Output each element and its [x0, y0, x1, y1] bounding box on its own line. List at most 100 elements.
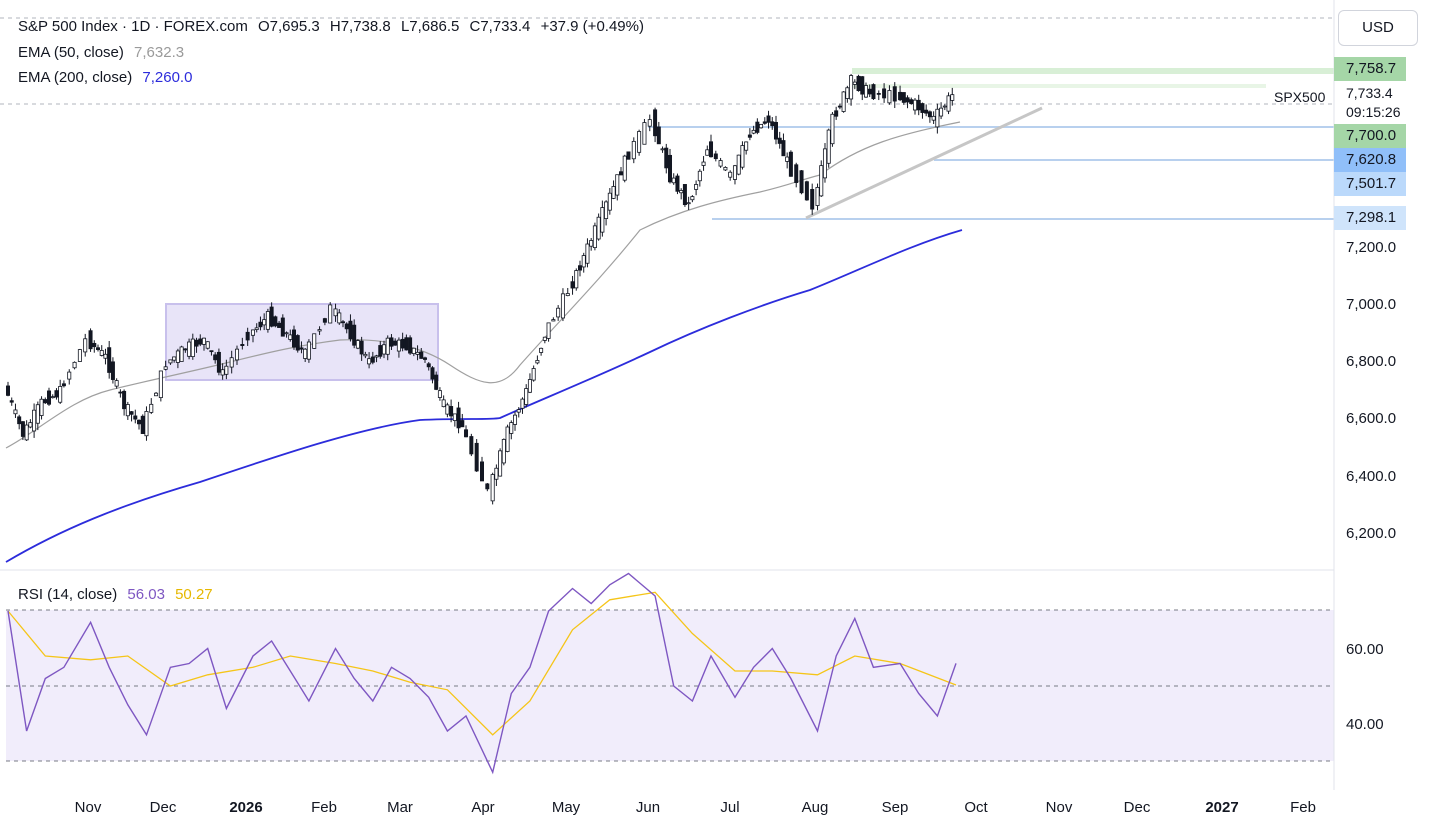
y-tick-6800: 6,800.0 — [1346, 353, 1396, 370]
candle-body — [6, 385, 11, 396]
rsi-line — [7, 572, 957, 775]
x-tick-apr: Apr — [471, 799, 494, 816]
candle-body — [509, 422, 514, 434]
symbol-title[interactable]: S&P 500 Index · 1D · FOREX.com — [18, 18, 248, 35]
candle-body — [194, 339, 199, 347]
candle-body — [83, 338, 88, 353]
candle-body — [449, 406, 454, 417]
candle-body — [513, 414, 518, 425]
candle-body — [520, 398, 525, 409]
candle-body — [213, 354, 218, 361]
candle-body — [845, 87, 850, 99]
candle-body — [441, 399, 446, 408]
currency-button[interactable]: USD — [1338, 10, 1418, 46]
x-tick-sep: Sep — [882, 799, 909, 816]
candle-body — [408, 337, 413, 354]
candle-body — [675, 175, 680, 192]
ema50-line — [5, 121, 961, 449]
x-tick-feb-2027: Feb — [1290, 799, 1316, 816]
candle-body — [788, 151, 793, 177]
candle-body — [694, 184, 699, 190]
candle-body — [713, 153, 718, 160]
candle-body — [291, 329, 296, 348]
candle-body — [611, 186, 616, 199]
candle-body — [348, 320, 353, 340]
candle-body — [363, 353, 368, 357]
x-tick-dec-2026: Dec — [1124, 799, 1151, 816]
candle-body — [631, 140, 636, 160]
candle-body — [942, 105, 947, 108]
candle-body — [50, 396, 55, 399]
candle-body — [367, 358, 372, 365]
candle-body — [524, 388, 529, 405]
candle-body — [939, 107, 944, 117]
candle-body — [133, 415, 138, 420]
candle-body — [378, 345, 383, 357]
x-tick-mar: Mar — [387, 799, 413, 816]
rsi-legend[interactable]: RSI (14, close) 56.03 50.27 — [18, 585, 219, 605]
candle-body — [732, 165, 737, 180]
candle-body — [205, 341, 210, 349]
main-legend[interactable]: S&P 500 Index · 1D · FOREX.com O7,695.3 … — [18, 17, 650, 37]
candle-body — [92, 342, 97, 348]
x-tick-jul: Jul — [720, 799, 739, 816]
candle-body — [340, 321, 345, 324]
candle-body — [224, 365, 229, 375]
y-tick-6600: 6,600.0 — [1346, 410, 1396, 427]
candle-body — [505, 426, 510, 452]
candle-body — [920, 103, 925, 113]
candle-body — [589, 240, 594, 247]
candle-body — [619, 171, 624, 176]
candle-body — [299, 347, 304, 350]
candle-body — [516, 409, 521, 413]
candle-body — [28, 422, 33, 428]
candle-body — [600, 207, 605, 233]
candle-body — [262, 319, 267, 326]
price-label-7758: 7,758.7 — [1334, 57, 1406, 81]
candle-body — [337, 312, 342, 324]
candle-body — [122, 390, 127, 410]
candle-body — [137, 419, 142, 425]
candle-body — [542, 336, 547, 341]
candle-body — [400, 338, 405, 349]
candle-body — [736, 154, 741, 175]
candle-body — [887, 90, 892, 104]
candle-body — [494, 467, 499, 480]
price-label-7298: 7,298.1 — [1334, 206, 1406, 230]
candle-body — [58, 386, 63, 403]
ema200-legend[interactable]: EMA (200, close) 7,260.0 — [18, 68, 198, 88]
x-tick-may: May — [552, 799, 581, 816]
ema50-label: EMA (50, close) — [18, 44, 124, 61]
candle-body — [39, 398, 44, 416]
countdown-label: 09:15:26 — [1346, 104, 1401, 120]
ohlc-high: H7,738.8 — [329, 18, 391, 35]
candle-body — [35, 404, 40, 424]
candle-body — [728, 171, 733, 178]
candle-body — [452, 413, 457, 421]
candle-body — [415, 351, 420, 355]
x-tick-nov-2026: Nov — [1046, 799, 1073, 816]
candle-body — [744, 141, 749, 151]
candle-body — [88, 330, 93, 350]
candle-body — [668, 154, 673, 183]
candle-body — [77, 349, 82, 362]
candle-body — [220, 369, 225, 376]
candle-body — [24, 424, 29, 441]
candle-body — [322, 318, 327, 323]
ema50-legend[interactable]: EMA (50, close) 7,632.3 — [18, 43, 190, 63]
candle-body — [99, 350, 104, 356]
candle-body — [103, 353, 108, 359]
ema50-value: 7,632.3 — [134, 44, 185, 61]
candle-body — [570, 281, 575, 289]
candles-group — [6, 73, 955, 505]
rsi-value: 56.03 — [127, 586, 165, 603]
candle-body — [498, 450, 503, 477]
level-line-7758 — [852, 68, 1334, 74]
candle-body — [149, 403, 154, 413]
x-tick-aug: Aug — [802, 799, 829, 816]
candle-body — [295, 335, 300, 351]
candle-body — [682, 184, 687, 206]
candle-body — [927, 111, 932, 118]
candle-body — [604, 201, 609, 220]
